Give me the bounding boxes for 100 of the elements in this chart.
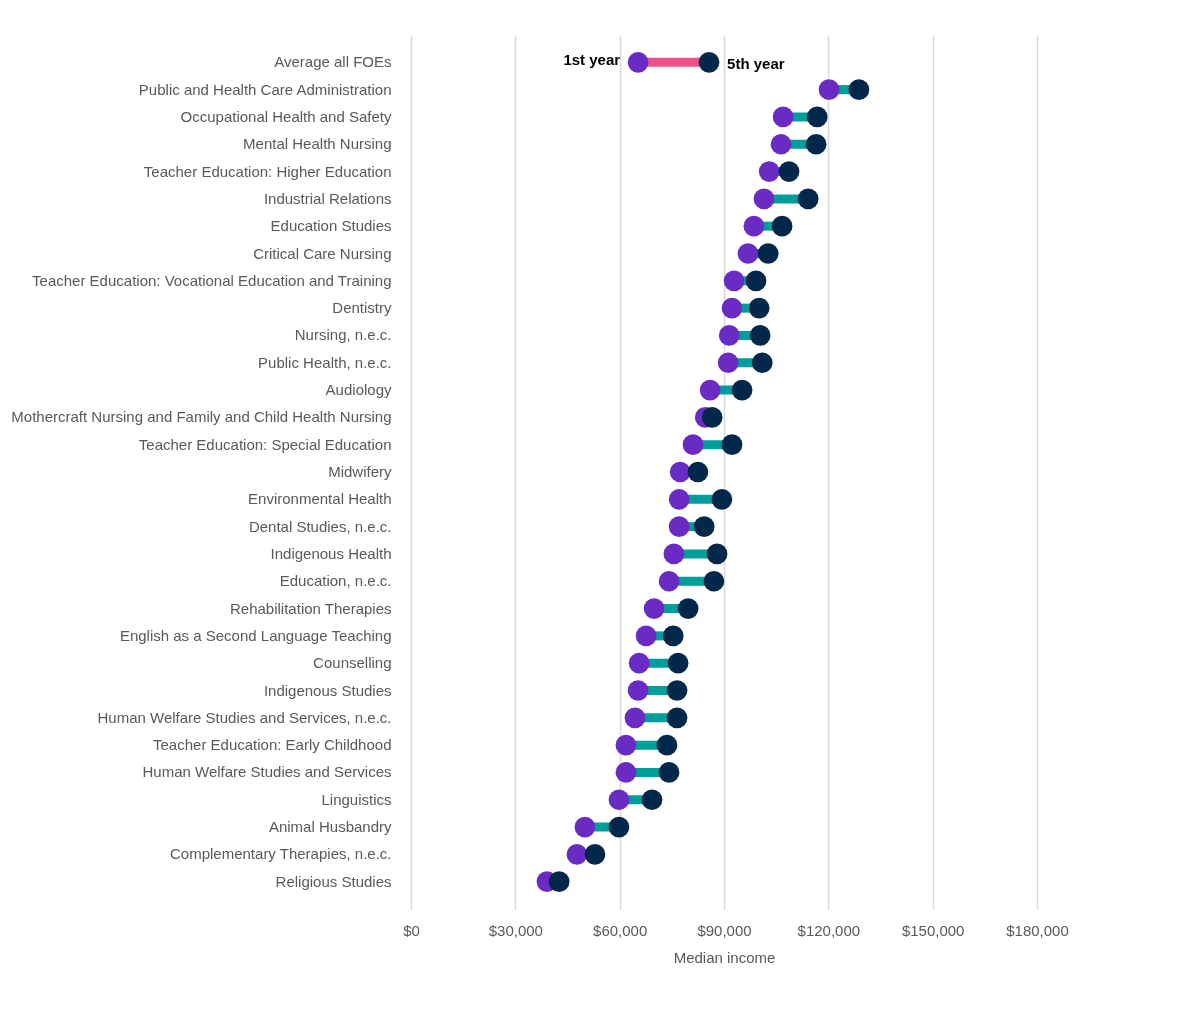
point (743, 215, 765, 237)
point (723, 270, 745, 292)
y-tick-label: Human Welfare Studies and Services, n.e.c. (97, 708, 392, 726)
point (797, 188, 819, 210)
point (667, 652, 689, 674)
point (643, 598, 665, 619)
point (608, 816, 630, 838)
point (666, 707, 688, 729)
y-tick-label: Mental Health Nursing (243, 135, 392, 153)
x-tick-label: $60,000 (593, 921, 648, 939)
point (706, 543, 728, 565)
y-tick-label: Linguistics (321, 790, 392, 808)
series-label: 1st year (563, 51, 621, 69)
point (627, 680, 649, 701)
y-tick-label: Indigenous Health (270, 544, 392, 562)
point (635, 625, 657, 647)
point (656, 734, 678, 756)
point (699, 379, 721, 401)
y-tick-label: Critical Care Nursing (253, 244, 392, 262)
point (721, 297, 743, 319)
point (731, 379, 753, 401)
point (608, 789, 630, 811)
point (758, 161, 780, 182)
point (745, 270, 767, 292)
point (628, 652, 650, 674)
y-tick-label: Education, n.e.c. (279, 572, 392, 590)
point (721, 434, 743, 456)
point (658, 762, 680, 783)
y-tick-label: Counselling (313, 654, 392, 672)
y-tick-label: Teacher Education: Vocational Education and Training (32, 271, 392, 289)
point (682, 434, 704, 456)
point (805, 133, 827, 155)
point (711, 488, 733, 510)
point (624, 707, 646, 729)
point (668, 488, 690, 510)
point (771, 215, 793, 237)
y-tick-label: Rehabilitation Therapies (230, 599, 392, 617)
point (701, 407, 723, 428)
point (778, 161, 800, 182)
y-tick-label: Dentistry (332, 299, 392, 317)
point (615, 762, 637, 783)
point (748, 297, 770, 319)
point (751, 352, 773, 374)
y-tick-label: Teacher Education: Higher Education (143, 162, 392, 180)
point (717, 352, 739, 374)
x-tick-label: $0 (403, 921, 420, 939)
point (772, 106, 794, 128)
point (757, 243, 779, 264)
y-tick-label: Average all FOEs (274, 53, 392, 71)
y-tick-label: Midwifery (328, 463, 392, 480)
point (687, 461, 709, 483)
y-tick-label: English as a Second Language Teaching (119, 626, 392, 644)
point (627, 51, 649, 73)
x-tick-label: $120,000 (797, 921, 861, 939)
point (770, 133, 792, 155)
y-tick-label: Complementary Therapies, n.e.c. (170, 845, 392, 863)
y-tick-label: Animal Husbandry (268, 818, 392, 836)
x-tick-label: $30,000 (488, 921, 543, 939)
point (584, 844, 606, 865)
point (693, 516, 715, 537)
point (703, 570, 725, 592)
y-tick-label: Teacher Education: Early Childhood (153, 736, 392, 754)
point (749, 325, 771, 346)
point (574, 816, 596, 838)
point (753, 188, 775, 210)
point (848, 79, 870, 100)
point (677, 598, 699, 619)
x-tick-label: $150,000 (901, 921, 965, 939)
y-tick-label: Religious Studies (275, 872, 392, 890)
point (698, 51, 720, 73)
point (641, 789, 663, 811)
y-tick-label: Occupational Health and Safety (180, 107, 392, 125)
point (806, 106, 828, 128)
y-tick-label: Audiology (325, 381, 392, 399)
y-tick-label: Public Health, n.e.c. (258, 353, 392, 371)
y-tick-label: Industrial Relations (263, 189, 392, 207)
y-tick-label: Environmental Health (248, 490, 392, 508)
point (669, 461, 691, 483)
point (666, 680, 688, 701)
y-tick-label: Indigenous Studies (263, 681, 392, 699)
point (718, 325, 740, 346)
y-tick-label: Public and Health Care Administration (138, 80, 392, 98)
point (668, 516, 690, 537)
y-tick-label: Nursing, n.e.c. (294, 326, 392, 344)
y-tick-label: Human Welfare Studies and Services (142, 763, 392, 781)
point (566, 844, 588, 865)
y-tick-label: Mothercraft Nursing and Family and Child Health Nursing (11, 408, 392, 426)
x-tick-label: $180,000 (1006, 921, 1069, 939)
series-label: 5th year (727, 55, 785, 73)
point (658, 570, 680, 592)
point (548, 871, 570, 893)
point (737, 243, 759, 264)
y-tick-label: Teacher Education: Special Education (138, 435, 392, 453)
y-tick-label: Education Studies (270, 217, 392, 235)
point (663, 543, 685, 565)
y-tick-label: Dental Studies, n.e.c. (248, 517, 392, 535)
point (818, 79, 840, 100)
point (662, 625, 684, 647)
point (615, 734, 637, 756)
x-tick-label: $90,000 (697, 921, 752, 939)
